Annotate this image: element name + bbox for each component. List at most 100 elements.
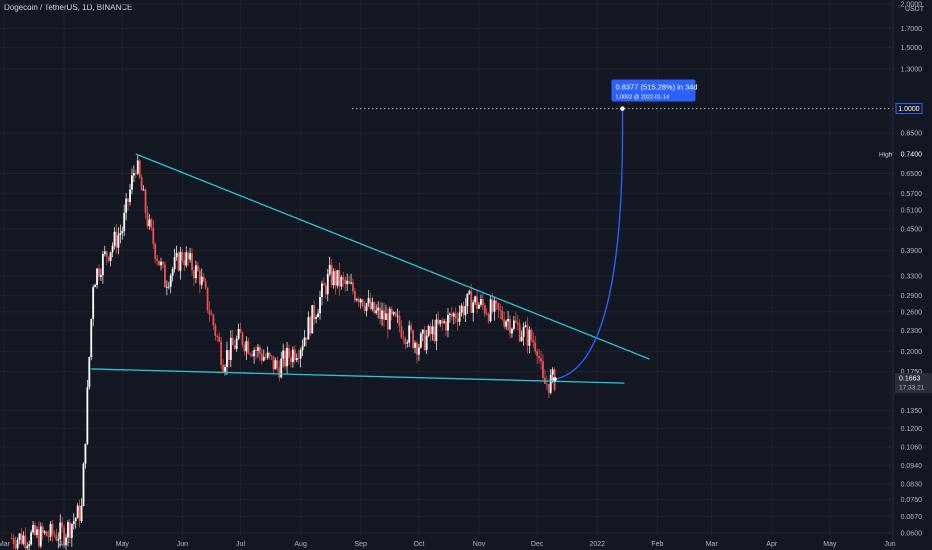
candle-body <box>319 297 321 314</box>
candle-body <box>57 539 60 541</box>
price-tick-label: 0.1060 <box>901 445 923 452</box>
candle-body <box>348 280 350 284</box>
candle-body <box>257 347 259 351</box>
candle-body <box>357 299 360 303</box>
candle-body <box>532 340 535 343</box>
candle-body <box>421 329 424 334</box>
price-tick-label: 0.0670 <box>901 514 923 521</box>
candle-body <box>206 287 209 310</box>
candle-body <box>144 189 147 213</box>
price-tick-label: 1.5000 <box>901 45 923 52</box>
candle-body <box>501 310 504 320</box>
high-value-label: 0.7400 <box>901 151 923 158</box>
candle-body <box>330 264 333 286</box>
candle-body <box>24 535 27 549</box>
candle-body <box>98 268 100 277</box>
candle-body <box>322 283 325 286</box>
candle-body <box>443 321 445 323</box>
candle-body <box>125 198 128 213</box>
price-axis-unit: USDT <box>904 6 924 13</box>
candle-body <box>462 305 465 316</box>
candle-body <box>447 314 449 331</box>
candle-body <box>373 302 376 314</box>
candle-body <box>96 268 98 286</box>
candle-body <box>286 348 288 367</box>
candle-body <box>326 274 329 295</box>
candle-body <box>470 291 473 313</box>
time-tick-label: Mar <box>706 541 719 548</box>
price-tick-label: 0.0940 <box>901 463 923 470</box>
candle-body <box>381 310 383 320</box>
price-tick-label: 0.2000 <box>901 349 923 356</box>
price-tick-label: 0.2900 <box>901 293 923 300</box>
candle-body <box>111 245 114 253</box>
time-tick-label: 2022 <box>589 541 605 548</box>
high-label: High <box>879 151 893 158</box>
candle-body <box>472 302 475 313</box>
price-tick-label: 0.8500 <box>901 131 923 138</box>
candle-body <box>301 345 304 351</box>
candle-body <box>386 313 389 330</box>
candle-body <box>59 522 62 540</box>
trendline-support <box>91 368 625 384</box>
candle-body <box>551 369 554 375</box>
candle-body <box>404 338 407 344</box>
candle-body <box>431 326 434 335</box>
price-tick-label: 0.5700 <box>901 191 923 198</box>
candle-body <box>227 350 230 360</box>
candle-body <box>505 321 508 327</box>
time-tick-label: May <box>823 541 837 548</box>
time-tick-label: Apr <box>59 541 71 548</box>
candle-body <box>450 313 453 317</box>
candle-body <box>189 253 192 260</box>
candle-body <box>355 299 358 301</box>
candle-body <box>297 358 300 359</box>
candle-body <box>249 353 252 355</box>
candle-body <box>483 305 486 314</box>
candle-body <box>445 321 447 331</box>
candle-body <box>224 366 226 372</box>
target-price-label: 1.0000 <box>898 106 920 113</box>
time-tick-label: Mar <box>0 541 11 548</box>
candle-body <box>402 337 405 339</box>
candle-body <box>485 313 488 315</box>
candle-body <box>142 189 145 191</box>
candle-body <box>458 312 461 322</box>
tooltip-line2: 1.0002 @ 2022-01-14 <box>615 95 669 101</box>
price-tick-label: 0.4500 <box>901 227 923 234</box>
candle-body <box>251 353 254 357</box>
candle-body <box>295 358 298 361</box>
candle-body <box>101 253 104 276</box>
candle-body <box>183 260 186 266</box>
candle-body <box>406 342 409 344</box>
price-axis[interactable]: 2.0000 1.7000 1.5000 1.3000 0.8500 0.6500 0.57… <box>879 2 932 538</box>
candle-body <box>28 544 31 547</box>
candle-body <box>233 345 236 350</box>
candle-body <box>10 538 13 539</box>
candle-body <box>117 235 120 248</box>
candle-body <box>47 536 50 537</box>
time-axis[interactable]: Mar Apr May Jun Jul Aug Sep Oct Nov Dec 2022 Feb Mar… <box>0 541 896 548</box>
candle-body <box>377 307 380 311</box>
candle-body <box>259 347 261 354</box>
candle-body <box>520 336 523 342</box>
candle-body <box>171 269 174 276</box>
candle-body <box>214 325 217 337</box>
time-tick-label: Nov <box>473 541 486 548</box>
price-tick-label: 0.0600 <box>901 531 923 538</box>
candle-body <box>196 265 199 271</box>
candle-body <box>410 325 413 331</box>
candle-body <box>49 523 52 537</box>
candle-body <box>365 303 368 311</box>
candle-body <box>235 338 238 350</box>
candle-body <box>416 342 418 355</box>
candle-body <box>518 324 521 342</box>
candle-body <box>507 319 509 322</box>
candle-body <box>291 349 294 362</box>
candle-body <box>134 173 137 175</box>
candle-body <box>542 361 544 378</box>
candle-body <box>324 285 327 295</box>
candle-body <box>266 352 269 358</box>
candle-body <box>67 522 69 538</box>
